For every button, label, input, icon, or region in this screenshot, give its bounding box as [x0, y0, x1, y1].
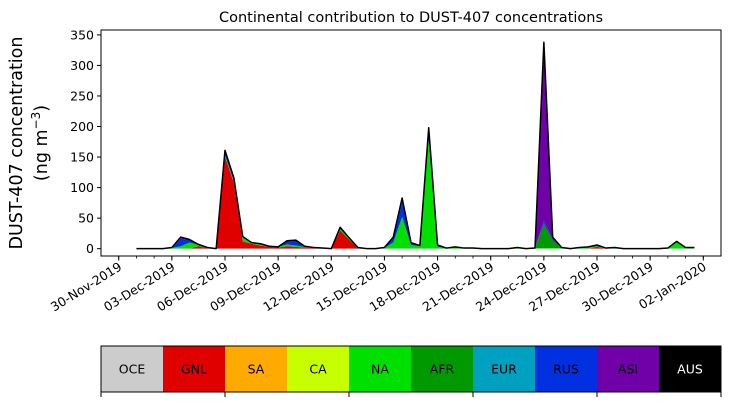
legend-label-na: NA	[371, 362, 389, 377]
legend-label-ca: CA	[309, 362, 327, 377]
legend-label-rus: RUS	[553, 362, 579, 377]
legend-label-afr: AFR	[430, 362, 455, 377]
legend-label-oce: OCE	[119, 362, 146, 377]
legend-swatch-rus	[535, 346, 597, 392]
legend-frame	[100, 345, 722, 393]
legend-swatch-na	[349, 346, 411, 392]
legend-label-sa: SA	[248, 362, 265, 377]
legend-label-asi: ASI	[618, 362, 638, 377]
y-axis-unit-exponent: −3	[29, 112, 43, 130]
y-tick-label: 350	[70, 27, 94, 42]
legend-swatch-eur	[473, 346, 535, 392]
y-tick-label: 100	[70, 180, 94, 195]
chart-title: Continental contribution to DUST-407 con…	[219, 10, 603, 26]
y-tick-label: 200	[70, 119, 94, 134]
legend-swatch-aus	[659, 346, 721, 392]
y-tick-label: 300	[70, 58, 94, 73]
legend-swatch-ca	[287, 346, 349, 392]
legend-swatch-oce	[101, 346, 163, 392]
legend-label-gnl: GNL	[181, 362, 207, 377]
y-tick-label: 250	[70, 88, 94, 103]
y-axis-unit-text: (ng m	[32, 129, 52, 181]
y-tick-label: 50	[78, 211, 94, 226]
legend-swatch-gnl	[163, 346, 225, 392]
legend-label-eur: EUR	[491, 362, 517, 377]
y-axis-unit-close: )	[32, 105, 52, 112]
legend-swatch-asi	[597, 346, 659, 392]
plot-frame	[100, 29, 722, 257]
y-axis-label: DUST-407 concentration	[7, 37, 27, 250]
legend-swatch-sa	[225, 346, 287, 392]
legend-swatch-afr	[411, 346, 473, 392]
total-line	[136, 41, 695, 250]
legend-label-aus: AUS	[677, 362, 703, 377]
y-axis-unit: (ng m−3)	[29, 105, 52, 181]
y-tick-label: 150	[70, 150, 94, 165]
y-tick-label: 0	[86, 241, 94, 256]
